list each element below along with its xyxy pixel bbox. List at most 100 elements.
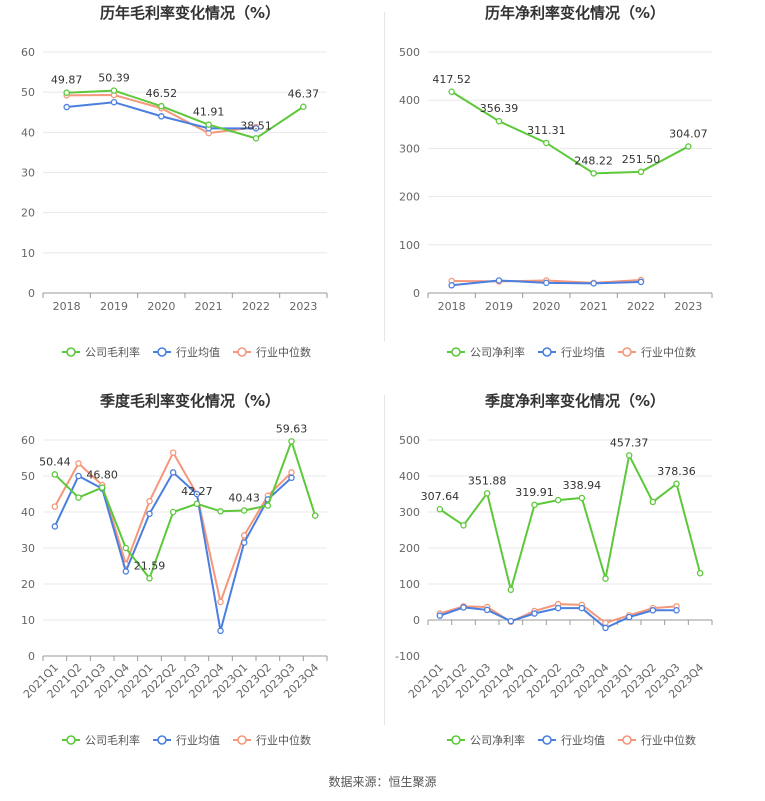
data-label: 457.37 — [610, 436, 649, 449]
data-point-median — [240, 532, 248, 539]
x-tick-label: 2023 — [674, 300, 702, 313]
data-point-company — [554, 496, 562, 504]
data-point-avg — [637, 278, 645, 286]
legend-marker — [157, 347, 167, 357]
legend-item-company[interactable]: 公司净利率 — [447, 345, 525, 359]
data-label: 50.44 — [39, 455, 71, 468]
legend-marker — [451, 735, 461, 745]
x-tick-label: 2021 — [195, 300, 223, 313]
x-tick-label: 2022 — [627, 300, 655, 313]
legend-item-company[interactable]: 公司毛利率 — [62, 345, 140, 359]
data-point-company — [110, 87, 118, 94]
legend-marker — [451, 347, 461, 357]
data-point-avg — [460, 604, 467, 611]
data-point-avg — [483, 606, 491, 614]
data-point-company — [685, 143, 692, 150]
data-point-company — [602, 575, 609, 582]
data-point-company — [122, 544, 130, 552]
legend-item-median[interactable]: 行业中位数 — [233, 733, 311, 747]
data-label: 46.80 — [86, 469, 118, 482]
legend-label: 行业均值 — [176, 734, 220, 747]
x-tick-label: 2021 — [580, 300, 608, 313]
data-point-company — [436, 505, 444, 513]
data-point-company — [300, 103, 307, 110]
legend-item-avg[interactable]: 行业均值 — [153, 734, 220, 747]
data-label: 42.27 — [181, 485, 213, 498]
data-point-avg — [146, 510, 153, 518]
y-tick-label: 300 — [399, 142, 420, 155]
data-point-avg — [673, 607, 680, 614]
legend-item-median[interactable]: 行业中位数 — [618, 345, 696, 359]
data-point-avg — [63, 103, 70, 111]
data-label: 311.31 — [527, 124, 566, 137]
y-tick-label: 60 — [21, 434, 35, 447]
legend-marker — [66, 347, 76, 357]
y-tick-label: 0 — [413, 614, 420, 627]
chart-title: 季度净利率变化情况（%） — [485, 392, 665, 410]
chart-annual-net-margin: 历年净利率变化情况（%） 0 100 200 300 400 500 2018 2019 2020… — [385, 0, 765, 370]
data-label: 417.52 — [432, 73, 471, 86]
legend-marker — [542, 735, 552, 745]
data-label: 38.51 — [240, 119, 272, 132]
data-point-median — [51, 503, 59, 510]
legend-label: 行业均值 — [176, 346, 220, 359]
y-tick-label: 0 — [28, 650, 35, 663]
data-point-company — [531, 501, 538, 509]
y-tick-label: 50 — [21, 86, 35, 99]
series-line-company — [451, 90, 689, 175]
data-point-company — [448, 88, 455, 96]
y-tick-label: 100 — [399, 578, 420, 591]
legend-marker — [237, 735, 247, 745]
data-point-company — [205, 121, 212, 128]
legend-label: 公司毛利率 — [85, 345, 140, 359]
legend-marker — [237, 347, 247, 357]
y-tick-label: 0 — [28, 287, 35, 300]
chart-svg: 历年毛利率变化情况（%） 0 10 20 30 40 50 60 2018 2019 2020 202… — [21, 4, 328, 359]
data-point-avg — [531, 610, 538, 617]
y-tick-label: 400 — [399, 94, 420, 107]
data-point-avg — [75, 472, 82, 480]
y-tick-label: 40 — [21, 506, 35, 519]
data-point-avg — [217, 627, 224, 635]
legend-label: 行业均值 — [561, 346, 605, 359]
legend-item-avg[interactable]: 行业均值 — [538, 734, 605, 747]
data-point-company — [460, 522, 467, 529]
data-point-avg — [495, 277, 503, 284]
legend-item-avg[interactable]: 行业均值 — [153, 346, 220, 359]
legend-label: 行业中位数 — [641, 733, 696, 747]
legend-item-company[interactable]: 公司净利率 — [447, 733, 525, 747]
x-tick-label: 2023 — [289, 300, 317, 313]
legend-item-median[interactable]: 行业中位数 — [233, 345, 311, 359]
chart-svg: 历年净利率变化情况（%） 0 100 200 300 400 500 2018 2019 2020… — [399, 4, 713, 359]
data-point-company — [158, 102, 165, 110]
data-point-median — [217, 598, 224, 606]
y-tick-label: 10 — [21, 247, 35, 260]
y-tick-label: 100 — [399, 239, 420, 252]
data-point-company — [169, 508, 177, 516]
y-tick-label: 20 — [21, 207, 35, 220]
legend-item-company[interactable]: 公司毛利率 — [62, 733, 140, 747]
data-point-company — [483, 490, 491, 497]
legend-label: 行业中位数 — [256, 733, 311, 747]
legend-item-avg[interactable]: 行业均值 — [538, 346, 605, 359]
y-tick-label: 500 — [399, 46, 420, 59]
data-label: 319.91 — [515, 486, 554, 499]
data-point-avg — [590, 280, 597, 287]
data-point-avg — [649, 607, 657, 614]
data-point-company — [288, 438, 295, 445]
y-tick-label: 60 — [21, 46, 35, 59]
legend-marker — [66, 735, 76, 745]
data-point-company — [696, 569, 704, 577]
data-point-company — [637, 168, 645, 176]
data-point-company — [543, 139, 550, 147]
chart-annual-gross-margin: 历年毛利率变化情况（%） 0 10 20 30 40 50 60 2018 2019 2020 202… — [0, 0, 380, 370]
legend-item-median[interactable]: 行业中位数 — [618, 733, 696, 747]
legend-marker — [542, 347, 552, 357]
data-label: 378.36 — [657, 465, 696, 478]
data-label: 248.22 — [574, 154, 613, 167]
data-label: 41.91 — [193, 106, 225, 119]
legend-label: 行业中位数 — [256, 345, 311, 359]
data-point-company — [217, 508, 224, 515]
data-point-company — [240, 507, 248, 514]
legend-label: 行业中位数 — [641, 345, 696, 359]
